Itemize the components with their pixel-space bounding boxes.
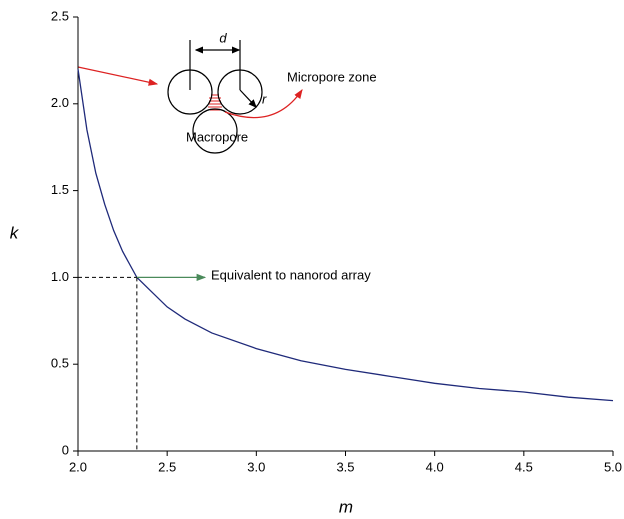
x-tick-label: 3.5 <box>336 459 354 474</box>
y-tick-label: 1.0 <box>51 269 69 284</box>
diagram-label-r: r <box>262 91 267 106</box>
y-tick-label: 2.0 <box>51 95 69 110</box>
y-tick-label: 0.5 <box>51 356 69 371</box>
diagram-label-d: d <box>219 30 227 45</box>
x-tick-label: 2.0 <box>69 459 87 474</box>
x-tick-label: 4.0 <box>426 459 444 474</box>
y-tick-label: 2.5 <box>51 8 69 23</box>
y-axis-title: k <box>10 223 20 242</box>
x-tick-label: 5.0 <box>604 459 622 474</box>
micropore-hatch <box>208 94 222 111</box>
nanorod-label: Equivalent to nanorod array <box>211 267 371 282</box>
line-series <box>77 68 614 402</box>
x-axis-title: m <box>339 497 353 516</box>
x-tick-label: 4.5 <box>515 459 533 474</box>
x-tick-label: 3.0 <box>247 459 265 474</box>
macropore-label: Macropore <box>186 129 248 144</box>
y-tick-label: 1.5 <box>51 182 69 197</box>
pore-diagram <box>77 40 303 154</box>
micropore-label: Micropore zone <box>287 69 377 84</box>
x-tick-label: 2.5 <box>158 459 176 474</box>
y-tick-label: 0 <box>62 442 69 457</box>
